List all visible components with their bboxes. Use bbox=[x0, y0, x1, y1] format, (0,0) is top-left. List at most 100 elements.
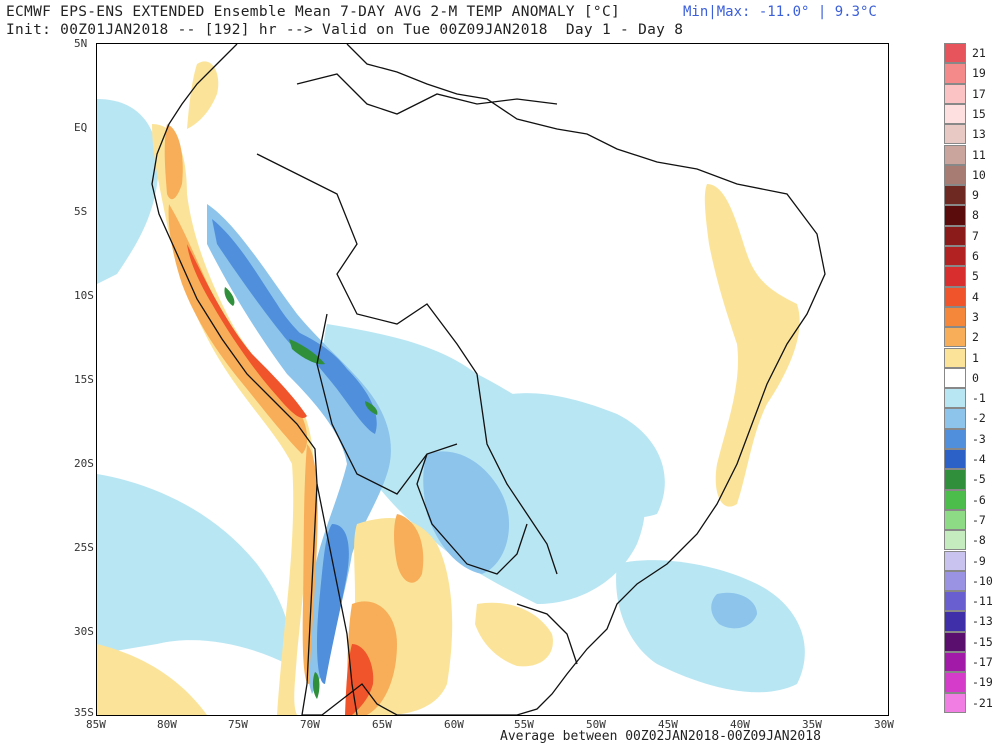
legend-label: -3 bbox=[972, 431, 986, 446]
cordoba-warm-core bbox=[394, 514, 424, 583]
min-max-readout: Min|Max: -11.0° | 9.3°C bbox=[683, 4, 877, 20]
pacific-cool-patch-north bbox=[97, 99, 159, 284]
legend-swatch bbox=[944, 43, 966, 64]
legend-label: 6 bbox=[972, 249, 979, 263]
argentina-cold-strip bbox=[317, 524, 349, 684]
lon-label-55w: 55W bbox=[514, 718, 534, 731]
legend-label: 11 bbox=[972, 147, 986, 162]
legend-label: 7 bbox=[972, 228, 979, 243]
legend-swatch bbox=[944, 266, 966, 287]
legend-label: 15 bbox=[972, 106, 986, 121]
map-panel bbox=[96, 43, 889, 716]
legend-label: -2 bbox=[972, 411, 986, 426]
legend-swatch bbox=[944, 185, 966, 206]
legend-swatch bbox=[944, 449, 966, 470]
legend-swatch bbox=[944, 509, 966, 531]
legend-label: -4 bbox=[972, 452, 986, 466]
chile-warm-strip bbox=[302, 444, 318, 684]
argentina-hot-core bbox=[345, 644, 374, 715]
legend-swatch bbox=[944, 225, 966, 246]
central-cool-region bbox=[323, 324, 645, 604]
legend-swatch bbox=[944, 692, 966, 713]
ne-brazil-warm-band bbox=[704, 184, 800, 507]
legend-label: 8 bbox=[972, 208, 979, 223]
legend-swatch bbox=[944, 550, 966, 571]
averaging-period-footer: Average between 00Z02JAN2018-00Z09JAN201… bbox=[500, 729, 821, 744]
legend-swatch bbox=[944, 246, 966, 267]
country-border-brazil-west bbox=[256, 153, 558, 575]
legend-label: 9 bbox=[972, 188, 979, 203]
legend-label: -7 bbox=[972, 512, 986, 527]
legend-label: 10 bbox=[972, 167, 986, 182]
peru-hot-strip bbox=[187, 244, 307, 418]
lat-label-5s: 5S bbox=[74, 205, 88, 218]
legend-swatch bbox=[944, 306, 966, 328]
legend-swatch bbox=[944, 83, 966, 104]
legend-swatch bbox=[944, 489, 966, 510]
atlantic-cold-spot bbox=[711, 592, 757, 629]
legend-label: 21 bbox=[972, 46, 986, 60]
very-cold-layer bbox=[224, 287, 378, 699]
legend-swatch bbox=[944, 63, 966, 84]
legend-swatch bbox=[944, 367, 966, 389]
legend-swatch bbox=[944, 530, 966, 551]
lat-label-15s: 15S bbox=[74, 373, 94, 386]
legend-swatch bbox=[944, 144, 966, 165]
lon-label-75w: 75W bbox=[228, 718, 248, 731]
legend-label: -11 bbox=[972, 594, 993, 609]
lat-label-eq: EQ bbox=[74, 121, 88, 134]
green-cold-spot-4 bbox=[312, 672, 320, 699]
legend-swatch bbox=[944, 652, 966, 673]
legend-label: 0 bbox=[972, 370, 979, 385]
lon-label-30w: 30W bbox=[874, 718, 894, 731]
lat-label-25s: 25S bbox=[74, 541, 94, 554]
country-border-north bbox=[296, 73, 558, 115]
strong-warm-layer bbox=[187, 244, 374, 715]
country-border-argentina-chile bbox=[316, 483, 358, 715]
lat-label-5n: 5N bbox=[74, 37, 88, 50]
legend-swatch bbox=[944, 428, 966, 449]
legend-swatch bbox=[944, 611, 966, 632]
legend-swatch bbox=[944, 205, 966, 226]
legend-swatch bbox=[944, 124, 966, 145]
green-cold-spot-3 bbox=[365, 401, 378, 415]
lat-label-35s: 35S bbox=[74, 706, 94, 719]
country-border-uruguay bbox=[516, 603, 578, 665]
chart-title: ECMWF EPS-ENS EXTENDED Ensemble Mean 7-D… bbox=[6, 4, 621, 20]
legend-label: -5 bbox=[972, 472, 986, 487]
atlantic-cool-patch bbox=[616, 560, 805, 693]
legend-swatch bbox=[944, 388, 966, 409]
legend-swatch bbox=[944, 570, 966, 592]
legend-label: -10 bbox=[972, 573, 993, 588]
legend-label: 1 bbox=[972, 350, 979, 365]
legend-label: -8 bbox=[972, 533, 986, 548]
legend-label: 13 bbox=[972, 127, 986, 142]
legend-label: -15 bbox=[972, 634, 993, 649]
legend-label: -9 bbox=[972, 553, 986, 568]
peru-cold-core bbox=[212, 219, 327, 362]
legend-label: 3 bbox=[972, 309, 979, 324]
chart-subtitle: Init: 00Z01JAN2018 -- [192] hr --> Valid… bbox=[6, 22, 684, 38]
legend-label: -13 bbox=[972, 614, 993, 629]
lon-label-85w: 85W bbox=[86, 718, 106, 731]
uruguay-warm-region bbox=[475, 602, 553, 667]
cold-anomaly-layer bbox=[97, 99, 805, 693]
south-america-coastline bbox=[151, 44, 826, 715]
lon-label-60w: 60W bbox=[444, 718, 464, 731]
legend-swatch bbox=[944, 408, 966, 429]
ecuador-warm-strip bbox=[164, 124, 183, 200]
legend-swatch bbox=[944, 327, 966, 348]
colombia-warm-band bbox=[187, 61, 219, 130]
anomaly-map bbox=[97, 44, 826, 715]
lon-label-40w: 40W bbox=[730, 718, 750, 731]
legend-label: -21 bbox=[972, 695, 993, 710]
legend-swatch bbox=[944, 672, 966, 693]
country-border-paraguay bbox=[416, 453, 528, 575]
lat-label-10s: 10S bbox=[74, 289, 94, 302]
land-outline-layer bbox=[151, 44, 826, 715]
legend-label: 2 bbox=[972, 330, 979, 345]
legend-swatch bbox=[944, 631, 966, 652]
legend-label: 17 bbox=[972, 86, 986, 101]
legend-swatch bbox=[944, 469, 966, 490]
legend-label: 4 bbox=[972, 289, 979, 304]
